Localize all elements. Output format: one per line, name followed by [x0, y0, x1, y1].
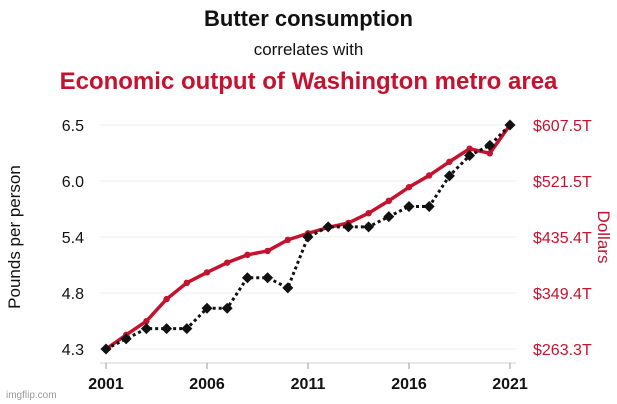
butter-consumption-point	[443, 170, 455, 182]
economic-output-point	[224, 259, 231, 266]
butter-consumption-point	[363, 221, 375, 233]
economic-output-point	[163, 295, 170, 303]
economic-output-point	[385, 197, 392, 205]
economic-output-point	[264, 247, 271, 255]
economic-output-point	[183, 279, 190, 287]
butter-consumption-point	[201, 302, 213, 314]
butter-consumption-point	[181, 323, 193, 335]
butter-consumption-point	[484, 139, 496, 151]
butter-consumption-point	[383, 211, 395, 223]
right-tick-label: $435.4T	[533, 230, 592, 247]
economic-output-point	[446, 158, 453, 165]
x-tick-label: 2016	[391, 376, 427, 393]
economic-output-point	[486, 150, 493, 157]
left-tick-label: 6.0	[62, 174, 84, 191]
butter-consumption-point	[241, 272, 253, 284]
butter-consumption-point	[100, 343, 112, 355]
butter-consumption-point	[161, 323, 173, 335]
economic-output-point	[284, 236, 291, 244]
chart-title: Butter consumption	[204, 6, 413, 31]
economic-output-point	[143, 318, 150, 325]
right-tick-label: $521.5T	[533, 174, 592, 191]
butter-consumption-point	[120, 333, 132, 345]
economic-output-point	[466, 145, 473, 152]
butter-consumption-point	[140, 323, 152, 335]
watermark: imgflip.com	[6, 390, 57, 401]
left-axis-label: Pounds per person	[5, 165, 24, 309]
butter-consumption-point	[504, 119, 516, 131]
chart-subtitle: correlates with	[253, 40, 364, 59]
x-tick-label: 2021	[492, 376, 528, 393]
butter-consumption-point	[262, 272, 274, 284]
butter-consumption-point	[282, 282, 294, 294]
right-tick-label: $349.4T	[533, 286, 592, 303]
x-tick-label: 2011	[291, 376, 326, 393]
left-tick-label: 5.4	[62, 230, 84, 247]
economic-output-point	[203, 269, 211, 276]
economic-output-point	[405, 183, 413, 191]
left-tick-label: 4.8	[62, 286, 84, 303]
chart-title-secondary: Economic output of Washington metro area	[59, 68, 558, 95]
butter-consumption-line	[105, 123, 512, 351]
left-tick-label: 6.5	[62, 118, 84, 135]
butter-consumption-point	[221, 302, 233, 314]
butter-consumption-point	[403, 200, 415, 212]
economic-output-point	[365, 209, 372, 217]
butter-consumption-point	[322, 221, 334, 233]
right-axis-label: Dollars	[594, 211, 613, 264]
butter-consumption-point	[342, 221, 354, 233]
x-tick-label: 2001	[88, 376, 124, 393]
economic-output-point	[244, 251, 251, 259]
x-tick-label: 2006	[189, 376, 225, 393]
left-tick-label: 4.3	[62, 342, 84, 359]
butter-consumption-point	[423, 200, 435, 212]
economic-output-point	[426, 172, 433, 179]
right-tick-label: $263.3T	[533, 342, 592, 359]
butter-consumption-point	[302, 231, 314, 243]
butter-consumption-point	[464, 150, 476, 162]
right-tick-label: $607.5T	[533, 118, 592, 135]
